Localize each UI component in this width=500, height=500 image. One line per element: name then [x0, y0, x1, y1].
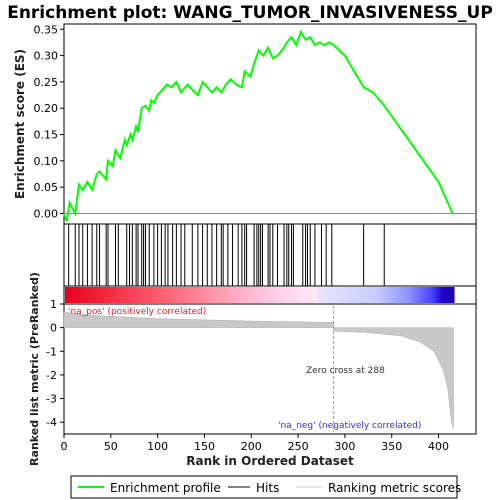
es-y-tick-label: 0.15 — [34, 129, 59, 142]
es-y-tick-label: 0.00 — [34, 207, 59, 220]
color-bar-gradient — [65, 287, 455, 303]
x-tick-label: 150 — [194, 440, 215, 453]
legend-hits-label: Hits — [256, 481, 279, 495]
es-panel: 0.00 0.05 0.10 0.15 0.20 0.25 0.30 0.35 Enrichm… — [13, 23, 477, 225]
hits-panel — [63, 223, 477, 287]
ranking-color-bar — [63, 285, 477, 305]
legend: Enrichment profile Hits Ranking metric s… — [70, 475, 461, 499]
na-pos-label: 'na_pos' (positively correlated) — [68, 307, 206, 317]
metric-x-ticks: 0 50 100 150 200 250 300 350 400 — [61, 434, 449, 453]
es-y-ticks: 0.00 0.05 0.10 0.15 0.20 0.25 0.30 0.35 — [34, 23, 64, 220]
metric-y-tick-label: -4 — [46, 416, 57, 429]
es-y-tick-label: 0.30 — [34, 50, 59, 63]
chart-title: Enrichment plot: WANG_TUMOR_INVASIVENESS… — [7, 3, 493, 23]
x-tick-label: 300 — [334, 440, 355, 453]
legend-frame — [70, 475, 458, 499]
es-y-tick-label: 0.20 — [34, 102, 59, 115]
zero-cross-label: Zero cross at 288 — [306, 366, 385, 376]
es-y-axis-label: Enrichment score (ES) — [13, 49, 27, 199]
metric-y-tick-label: -1 — [46, 345, 57, 358]
x-tick-label: 350 — [381, 440, 402, 453]
na-neg-label: 'na_neg' (negatively correlated) — [278, 421, 421, 431]
legend-enrichment-label: Enrichment profile — [110, 481, 221, 495]
legend-metric-label: Ranking metric scores — [328, 481, 461, 495]
x-tick-label: 50 — [104, 440, 118, 453]
x-tick-label: 100 — [147, 440, 168, 453]
enrichment-profile-line — [63, 29, 454, 222]
metric-y-axis-label: Ranked list metric (PreRanked) — [28, 272, 41, 466]
metric-y-ticks: 1 0 -1 -2 -3 -4 — [46, 298, 64, 429]
es-y-tick-label: 0.10 — [34, 155, 59, 168]
x-tick-label: 400 — [428, 440, 449, 453]
es-y-tick-label: 0.35 — [34, 23, 59, 36]
metric-y-tick-label: 1 — [50, 298, 57, 311]
hit-markers — [68, 224, 385, 286]
metric-panel: 1 0 -1 -2 -3 -4 0 50 100 150 200 250 300 350 400 'na_… — [28, 272, 477, 468]
x-axis-label: Rank in Ordered Dataset — [186, 454, 354, 468]
x-tick-label: 200 — [241, 440, 262, 453]
ranking-metric-area — [63, 311, 454, 430]
metric-y-tick-label: 0 — [50, 322, 57, 335]
es-y-tick-label: 0.25 — [34, 76, 59, 89]
es-y-tick-label: 0.05 — [34, 181, 59, 194]
x-tick-label: 0 — [61, 440, 68, 453]
x-tick-label: 250 — [288, 440, 309, 453]
es-plot-frame — [63, 23, 477, 225]
metric-y-tick-label: -2 — [46, 369, 57, 382]
metric-y-tick-label: -3 — [46, 393, 57, 406]
